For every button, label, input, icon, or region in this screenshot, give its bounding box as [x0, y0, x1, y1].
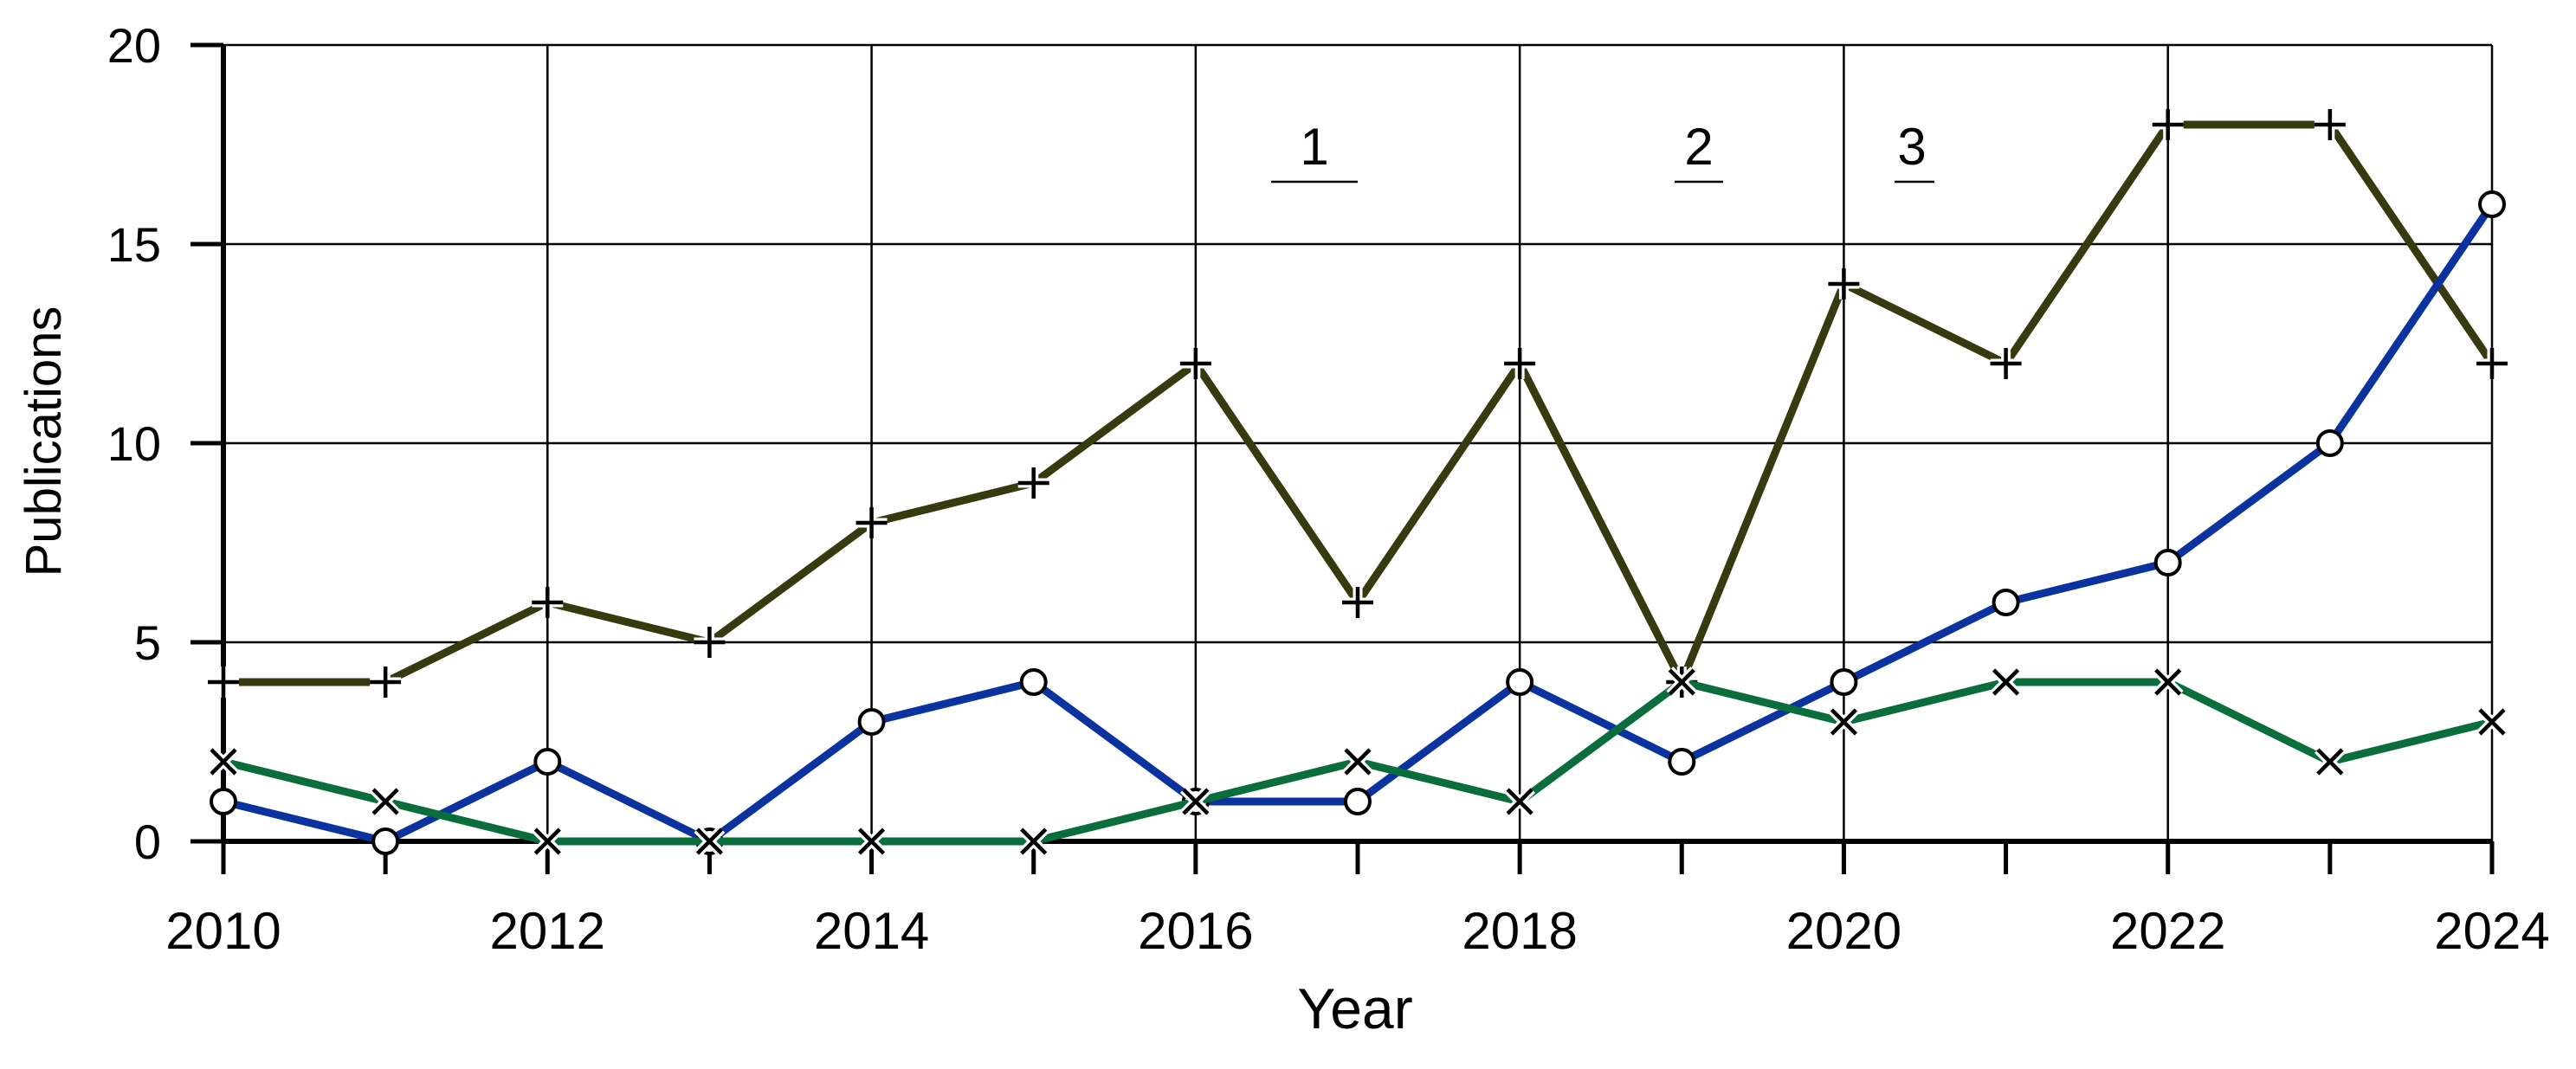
y-tick-label: 0 — [134, 815, 161, 869]
data-point — [208, 746, 239, 777]
data-point — [1830, 668, 1858, 696]
marker-glyph — [1504, 348, 1536, 379]
series-line — [222, 202, 2495, 847]
data-point — [2476, 706, 2508, 737]
data-point — [1992, 589, 2020, 616]
data-point — [533, 748, 562, 776]
x-tick-label: 2018 — [1462, 902, 1577, 960]
marker-glyph — [1668, 668, 1695, 696]
data-point — [1342, 587, 1373, 618]
data-point — [2153, 549, 2182, 576]
data-point — [1666, 667, 1698, 698]
axes — [190, 42, 2495, 874]
marker-glyph — [210, 748, 237, 776]
data-point — [371, 828, 400, 855]
marker-glyph — [695, 828, 724, 855]
data-point — [1828, 706, 1860, 737]
marker-glyph — [1179, 348, 1211, 379]
data-point — [2315, 429, 2344, 457]
y-tick-label: 15 — [107, 217, 161, 272]
data-point — [370, 786, 402, 817]
data-point — [1504, 348, 1536, 379]
marker-glyph — [1017, 467, 1049, 499]
marker-glyph — [1506, 788, 1533, 815]
data-point — [208, 667, 239, 698]
data-point — [855, 826, 888, 857]
data-point — [1990, 348, 2022, 379]
data-point — [1179, 786, 1211, 817]
marker-glyph — [370, 667, 402, 698]
series — [208, 109, 2508, 857]
marker-glyph — [857, 828, 886, 855]
marker-glyph — [1020, 828, 1048, 855]
data-point — [1504, 786, 1536, 817]
data-point — [2152, 109, 2184, 140]
series-label-leaders: 1 2 3 — [1271, 118, 1934, 184]
marker-glyph — [2314, 109, 2346, 140]
data-point — [694, 627, 726, 658]
marker-glyph — [1990, 348, 2022, 379]
marker-glyph — [2476, 348, 2508, 379]
y-tick-label: 5 — [134, 615, 161, 670]
data-point — [2476, 348, 2508, 379]
marker-glyph — [1182, 788, 1210, 815]
series-label: 1 — [1300, 118, 1328, 176]
marker-glyph — [855, 507, 888, 538]
data-point — [2478, 190, 2506, 218]
marker-glyph — [1830, 708, 1858, 736]
grid — [223, 43, 2494, 841]
marker-glyph — [1828, 268, 1860, 299]
data-point — [1017, 826, 1049, 857]
data-point — [857, 708, 886, 736]
marker-glyph — [2478, 708, 2506, 736]
data-point — [1990, 667, 2022, 698]
data-point — [2314, 746, 2346, 777]
data-point — [1344, 788, 1372, 815]
x-tick-label: 2010 — [165, 902, 281, 960]
marker-glyph — [1342, 587, 1373, 618]
x-tick-label: 2016 — [1138, 902, 1253, 960]
data-point — [1179, 348, 1211, 379]
data-point — [1019, 668, 1048, 696]
data-point — [370, 667, 402, 698]
data-point — [1342, 746, 1373, 777]
data-point — [855, 507, 888, 538]
y-axis-label: Publications — [16, 306, 72, 577]
data-point — [1506, 668, 1534, 696]
marker-glyph — [694, 627, 726, 658]
x-tick-label: 2024 — [2434, 902, 2549, 960]
marker-glyph — [532, 587, 564, 618]
marker-glyph — [1344, 748, 1372, 776]
marker-glyph — [208, 667, 239, 698]
marker-glyph — [1992, 668, 2020, 696]
series-label: 3 — [1897, 118, 1926, 176]
data-point — [1668, 748, 1696, 776]
tick-labels: 0 5 10 15 20 2010 2012 2014 2016 2018 2020 2022 2024 — [107, 18, 2550, 960]
marker-glyph — [533, 828, 561, 855]
x-axis-label: Year — [1297, 976, 1412, 1040]
x-tick-label: 2012 — [490, 902, 605, 960]
x-tick-label: 2022 — [2110, 902, 2225, 960]
marker-glyph — [371, 788, 399, 815]
data-point — [694, 826, 726, 857]
marker-glyph — [2154, 668, 2182, 696]
data-point — [1017, 467, 1049, 499]
data-point — [532, 826, 564, 857]
y-tick-label: 20 — [107, 18, 161, 73]
x-tick-label: 2020 — [1786, 902, 1901, 960]
marker-glyph — [2152, 109, 2184, 140]
y-tick-label: 10 — [107, 416, 161, 471]
data-point — [210, 788, 237, 815]
data-point — [2152, 667, 2184, 698]
data-point — [1828, 268, 1860, 299]
x-tick-label: 2014 — [814, 902, 929, 960]
marker-glyph — [2316, 748, 2344, 776]
data-point — [532, 587, 564, 618]
data-point — [2314, 109, 2346, 140]
series-label: 2 — [1684, 118, 1713, 176]
